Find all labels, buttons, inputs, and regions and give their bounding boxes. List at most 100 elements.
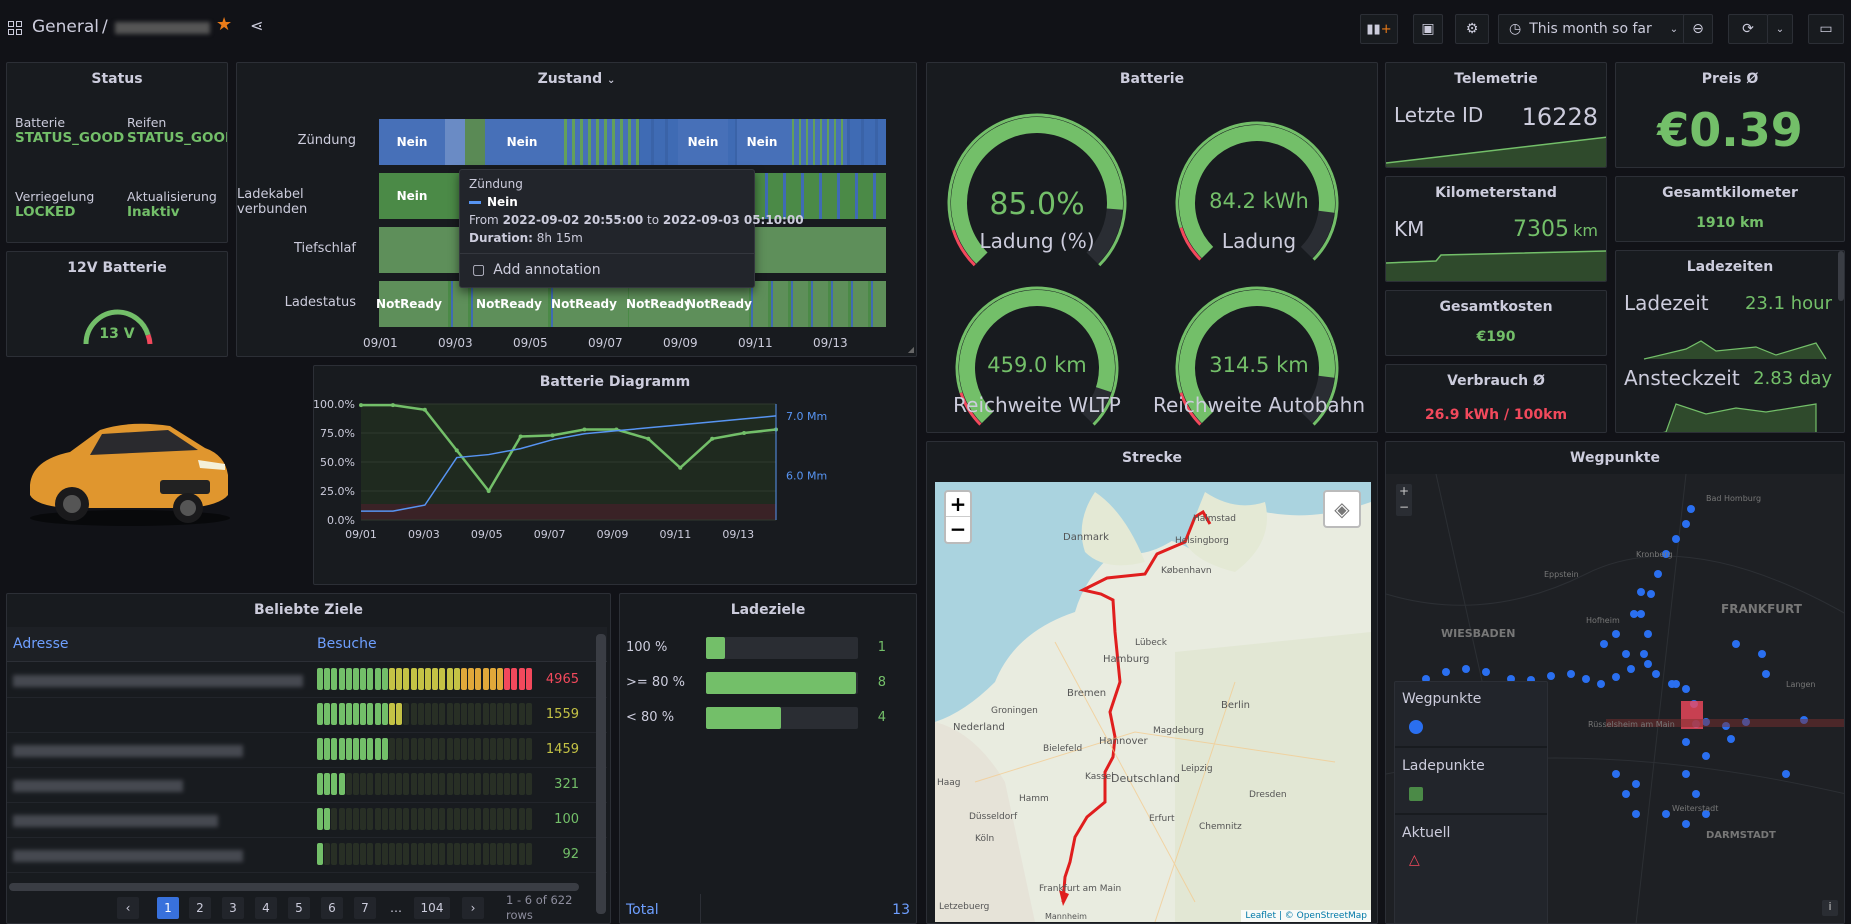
status-reifen: Reifen STATUS_GOOD [127, 115, 227, 146]
legend-item[interactable]: Ladepunkte [1395, 749, 1547, 815]
tooltip-range: From 2022-09-02 20:55:00 to 2022-09-03 0… [469, 213, 804, 227]
panel-title[interactable]: Zustand ⌄ [537, 71, 616, 87]
map-place: Bad Homburg [1706, 494, 1762, 503]
y-tick: 50.0% [320, 456, 355, 469]
prev-page-button[interactable]: ‹ [117, 897, 139, 919]
map-place: Weiterstadt [1672, 804, 1719, 813]
time-picker[interactable]: ◷ This month so far ⌄ [1498, 14, 1685, 44]
grid-icon[interactable] [8, 21, 22, 35]
address-redacted [13, 780, 183, 792]
address-redacted [13, 675, 303, 687]
top-bar: General / ★ ⋖ ▮▮+ ▣ ⚙ ◷ This month so fa… [0, 0, 1851, 56]
table-row[interactable]: 92 [7, 838, 607, 873]
star-icon[interactable]: ★ [216, 14, 233, 35]
status-label: Reifen [127, 115, 167, 130]
column-header-adresse[interactable]: Adresse [13, 636, 69, 652]
x-tick: 09/09 [597, 528, 629, 541]
zoom-in-button[interactable]: + [946, 492, 970, 517]
resize-handle-icon[interactable]: ◢ [907, 345, 914, 354]
x-tick: 09/05 [471, 528, 503, 541]
scrollbar[interactable] [1838, 251, 1844, 301]
horizontal-scrollbar[interactable] [9, 883, 579, 891]
route-map[interactable]: Danmark Helsingborg Halmstad København H… [935, 482, 1371, 922]
visits-value: 321 [554, 777, 579, 792]
table-row[interactable]: 321 [7, 768, 607, 803]
gear-icon: ⚙ [1465, 21, 1479, 37]
zoom-out-button[interactable]: − [949, 517, 967, 541]
settings-button[interactable]: ⚙ [1455, 14, 1489, 44]
state-bar[interactable]: Nein [678, 119, 728, 165]
waypoint-map[interactable]: WIESBADEN FRANKFURT Bad Homburg Kronberg… [1386, 474, 1844, 923]
legend-item[interactable]: Aktuell △ [1395, 816, 1547, 882]
page-button[interactable]: 7 [354, 897, 376, 919]
charge-target-label: 100 % [626, 640, 668, 655]
status-value: LOCKED [15, 204, 76, 220]
map-attribution[interactable]: Leaflet | © OpenStreetMap [1241, 910, 1371, 922]
gauge-value: 459.0 km [987, 353, 1087, 377]
zoom-out-button[interactable]: ⊖ [1683, 14, 1713, 44]
state-bar[interactable]: Nein [737, 119, 787, 165]
add-annotation-button[interactable]: ▢ Add annotation [472, 262, 601, 278]
next-page-button[interactable]: › [462, 897, 484, 919]
table-row[interactable]: 4965 [7, 663, 607, 698]
info-icon[interactable]: i [1822, 900, 1838, 916]
layers-button[interactable]: ◈ [1323, 490, 1361, 528]
x-tick: 09/03 [438, 336, 473, 350]
gauge-threshold [947, 113, 1127, 267]
state-bar[interactable]: Nein [485, 119, 559, 165]
table-row[interactable]: 100 [7, 803, 607, 838]
page-button[interactable]: 6 [321, 897, 343, 919]
vertical-scrollbar[interactable] [596, 634, 606, 914]
map-place: Düsseldorf [969, 812, 1018, 822]
page-button[interactable]: 2 [189, 897, 211, 919]
page-button[interactable]: 4 [255, 897, 277, 919]
share-icon[interactable]: ⋖ [250, 16, 264, 35]
gauge-label: Ladung [1221, 229, 1297, 253]
add-panel-button[interactable]: ▮▮+ [1360, 14, 1398, 44]
stat-value: 23.1 hour [1744, 293, 1832, 314]
beliebte-ziele-panel: Beliebte Ziele Adresse Besuche 4965 1559 1… [6, 593, 611, 924]
zoom-out-button[interactable]: − [1398, 500, 1410, 514]
column-header-besuche[interactable]: Besuche [317, 636, 377, 652]
dashboard-title-redacted[interactable] [115, 22, 210, 34]
sparkline [1386, 250, 1606, 281]
gauge-threshold [1179, 227, 1202, 261]
x-tick: 09/03 [408, 528, 440, 541]
state-bar[interactable]: Nein [379, 119, 445, 165]
panel-title: 12V Batterie [67, 260, 167, 276]
stat-value: €190 [1476, 329, 1516, 345]
zoom-in-button[interactable]: + [1398, 484, 1410, 498]
data-point [742, 431, 747, 435]
table-row[interactable]: 1559 [7, 698, 607, 733]
batterie-panel: Batterie 85.0% Ladung (%) 84.2 kWh Ladun… [926, 62, 1378, 433]
state-bar[interactable]: NotReady [686, 281, 752, 327]
battery-line-chart: 100.0% 75.0% 50.0% 25.0% 0.0% 7.0 Mm 6.0 Mm 09/… [314, 398, 827, 541]
status-panel: Status Batterie STATUS_GOOD Reifen STATU… [6, 62, 228, 243]
dashboard-folder[interactable]: General [32, 17, 99, 37]
address-redacted [13, 815, 218, 827]
status-value: STATUS_GOOD [15, 130, 125, 146]
state-bar[interactable]: Nein [379, 173, 445, 219]
time-range: This month so far [1529, 21, 1652, 37]
y2-tick: 6.0 Mm [786, 469, 827, 482]
page-button[interactable]: 3 [222, 897, 244, 919]
car-image [20, 400, 240, 530]
page-button[interactable]: 1 [157, 897, 179, 919]
save-button[interactable]: ▣ [1413, 14, 1443, 44]
legend-label: Wegpunkte [1402, 691, 1482, 707]
page-button[interactable]: 104 [414, 897, 450, 919]
charge-target-value: 8 [877, 675, 886, 690]
state-bar[interactable]: NotReady [626, 281, 692, 327]
state-bar[interactable]: NotReady [476, 281, 542, 327]
table-row[interactable]: 1459 [7, 733, 607, 768]
state-bar[interactable]: NotReady [376, 281, 442, 327]
legend-item[interactable]: Wegpunkte [1395, 682, 1547, 748]
state-bar[interactable]: NotReady [551, 281, 617, 327]
refresh-interval-button[interactable]: ⌄ [1767, 14, 1793, 44]
dot-icon [1409, 720, 1423, 734]
status-label: Aktualisierung [127, 189, 217, 204]
tv-mode-button[interactable]: ▭ [1808, 14, 1844, 44]
row-label: Tiefschlaf [293, 241, 356, 256]
refresh-button[interactable]: ⟳ [1728, 14, 1768, 44]
page-button[interactable]: 5 [288, 897, 310, 919]
